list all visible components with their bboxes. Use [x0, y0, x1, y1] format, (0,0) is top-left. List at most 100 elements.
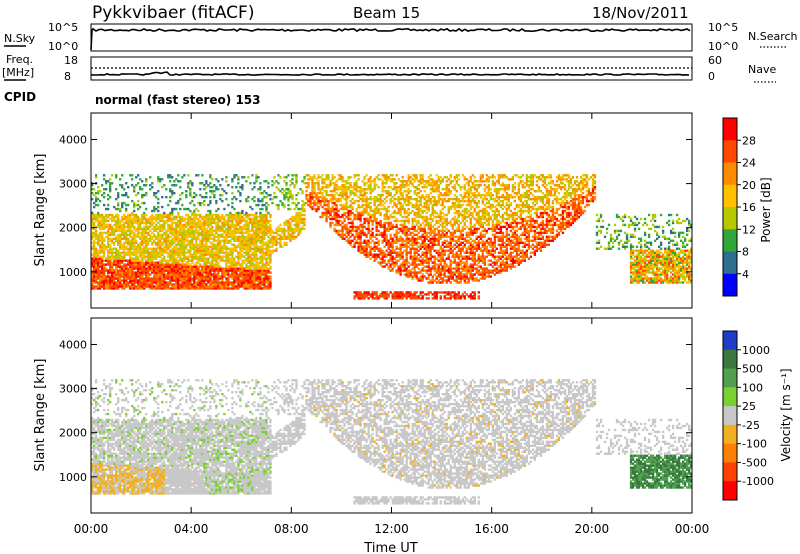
power-cell	[359, 197, 362, 201]
power-cell	[387, 239, 390, 243]
power-cell	[207, 267, 210, 270]
power-cell	[105, 247, 108, 250]
power-cell	[99, 235, 102, 239]
power-cell	[181, 273, 184, 276]
power-cell	[387, 259, 390, 262]
power-cell	[161, 283, 164, 286]
power-cell	[211, 241, 214, 244]
power-cell	[201, 271, 204, 274]
power-cell	[195, 249, 198, 252]
power-cell	[339, 229, 342, 233]
power-cell	[183, 207, 186, 211]
power-cell	[143, 273, 146, 276]
power-cell	[157, 245, 160, 248]
power-cell	[101, 193, 104, 197]
power-cell	[195, 239, 198, 243]
power-cell	[165, 277, 168, 280]
power-cell	[147, 217, 150, 221]
power-cell	[119, 219, 122, 223]
power-cell	[145, 251, 148, 254]
power-cell	[181, 176, 184, 179]
power-cell	[209, 249, 212, 252]
power-cell	[109, 223, 112, 227]
power-cell	[153, 227, 156, 231]
power-cell	[111, 285, 114, 288]
power-cell	[117, 195, 120, 199]
power-cell	[143, 217, 146, 221]
power-cell	[137, 271, 140, 274]
power-cell	[127, 221, 130, 225]
power-cell	[121, 223, 124, 227]
power-cell	[139, 259, 142, 262]
power-cell	[131, 251, 134, 254]
power-cell	[369, 176, 372, 179]
power-cell	[121, 243, 124, 246]
power-cell	[305, 174, 308, 177]
power-cell	[149, 263, 152, 266]
power-cell	[139, 273, 142, 276]
nsky-tick-top: 10^5	[48, 21, 78, 34]
power-cell	[393, 233, 396, 237]
power-cell	[239, 279, 242, 282]
power-cell	[175, 281, 178, 284]
power-cell	[125, 203, 128, 207]
power-cell	[137, 255, 140, 258]
power-cell	[353, 191, 356, 195]
power-cell	[299, 227, 302, 231]
power-cell	[275, 247, 278, 250]
power-cell	[161, 265, 164, 268]
power-cell	[225, 245, 228, 248]
power-cell	[133, 203, 136, 207]
power-cell	[379, 211, 382, 215]
power-cell	[149, 251, 152, 254]
power-cell	[107, 261, 110, 264]
power-cell	[195, 223, 198, 227]
power-cell	[317, 191, 320, 195]
power-cell	[241, 215, 244, 219]
power-cell	[205, 219, 208, 223]
power-cell	[389, 178, 392, 181]
power-cell	[141, 215, 144, 219]
power-cell	[401, 180, 404, 183]
power-cell	[187, 283, 190, 286]
power-cell	[135, 257, 138, 260]
power-cell	[129, 215, 132, 219]
power-cell	[129, 285, 132, 288]
power-cell	[193, 277, 196, 280]
power-cell	[399, 227, 402, 231]
power-cell	[117, 243, 120, 246]
power-cell	[209, 231, 212, 235]
power-cell	[191, 231, 194, 235]
power-cell	[107, 263, 110, 266]
power-cell	[201, 245, 204, 248]
power-cell	[333, 207, 336, 211]
power-cell	[237, 176, 240, 179]
power-cell	[191, 261, 194, 264]
power-cell	[333, 193, 336, 197]
power-cell	[355, 239, 358, 243]
power-cell	[171, 257, 174, 260]
power-cell	[321, 191, 324, 195]
power-cell	[91, 279, 94, 282]
power-cell	[101, 243, 104, 246]
power-cell	[367, 291, 370, 294]
power-cell	[283, 203, 286, 207]
power-cell	[189, 285, 192, 288]
power-cell	[399, 243, 402, 246]
power-cell	[129, 174, 132, 177]
power-cell	[149, 229, 152, 233]
power-cell	[131, 223, 134, 227]
power-cell	[101, 223, 104, 227]
power-cell	[169, 241, 172, 244]
power-cell	[121, 257, 124, 260]
power-cell	[107, 203, 110, 207]
power-cell	[301, 189, 304, 193]
power-cell	[177, 281, 180, 284]
power-cell	[273, 235, 276, 239]
power-cell	[179, 259, 182, 262]
power-cell	[119, 184, 122, 187]
power-cell	[125, 267, 128, 270]
power-cell	[161, 229, 164, 233]
power-cell	[203, 237, 206, 241]
power-cell	[137, 217, 140, 221]
